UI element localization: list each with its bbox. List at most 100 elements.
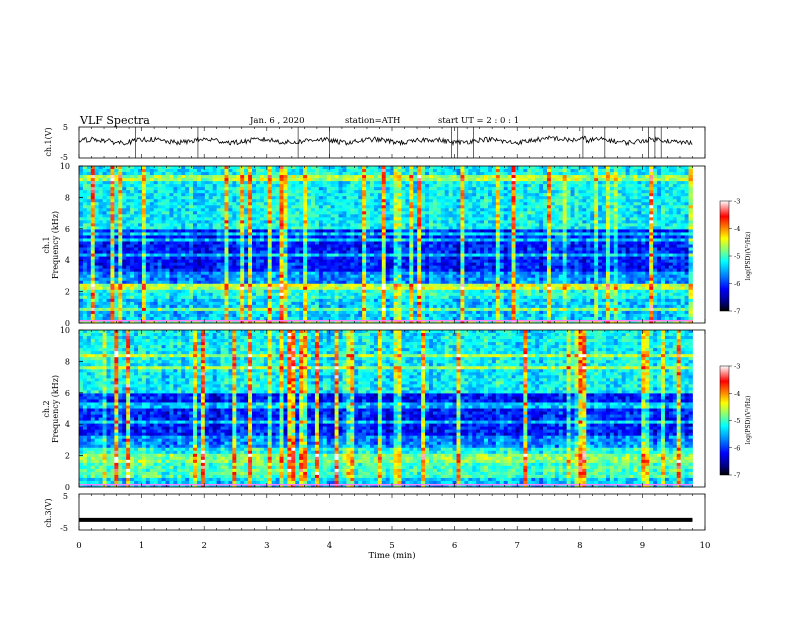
spectrogram-cell <box>405 166 409 169</box>
spectrogram-cell <box>276 287 280 290</box>
spectrogram-cell <box>264 278 268 281</box>
spectrogram-cell <box>138 202 142 205</box>
spectrogram-cell <box>362 178 366 181</box>
spectrogram-cell <box>386 308 390 311</box>
spectrogram-cell <box>189 190 193 193</box>
spectrogram-cell <box>339 211 343 214</box>
spectrogram-cell <box>413 314 417 317</box>
spectrogram-cell <box>421 314 425 317</box>
spectrogram-cell <box>346 254 350 257</box>
spectrogram-cell <box>169 311 173 314</box>
spectrogram-cell <box>228 214 232 217</box>
spectrogram-cell <box>425 269 429 272</box>
spectrogram-cell <box>256 184 260 187</box>
spectrogram-cell <box>342 235 346 238</box>
spectrogram-cell <box>346 229 350 232</box>
spectrogram-cell <box>177 238 181 241</box>
spectrogram-cell <box>421 238 425 241</box>
spectrogram-cell <box>138 308 142 311</box>
spectrogram-cell <box>354 245 358 248</box>
spectrogram-cell <box>303 202 307 205</box>
spectrogram-cell <box>327 235 331 238</box>
spectrogram-cell <box>142 205 146 208</box>
spectrogram-cell <box>378 266 382 269</box>
spectrogram-cell <box>307 205 311 208</box>
spectrogram-cell <box>158 254 162 257</box>
spectrogram-cell <box>339 214 343 217</box>
spectrogram-cell <box>79 266 83 269</box>
spectrogram-cell <box>280 190 284 193</box>
spectrogram-cell <box>205 284 209 287</box>
spectrogram-cell <box>225 311 229 314</box>
spectrogram-cell <box>134 248 138 251</box>
spectrogram-cell <box>350 314 354 317</box>
spectrogram-cell <box>350 205 354 208</box>
spectrogram-cell <box>441 229 445 232</box>
spectrogram-cell <box>287 220 291 223</box>
spectrogram-cell <box>327 169 331 172</box>
spectrogram-cell <box>335 290 339 293</box>
spectrogram-cell <box>126 193 130 196</box>
spectrogram-cell <box>429 293 433 296</box>
spectrogram-cell <box>291 281 295 284</box>
spectrogram-cell <box>264 245 268 248</box>
spectrogram-cell <box>181 229 185 232</box>
spectrogram-cell <box>331 275 335 278</box>
spectrogram-cell <box>209 263 213 266</box>
spectrogram-cell <box>162 290 166 293</box>
spectrogram-cell <box>166 302 170 305</box>
spectrogram-cell <box>437 241 441 244</box>
spectrogram-cell <box>370 308 374 311</box>
spectrogram-cell <box>185 302 189 305</box>
spectrogram-cell <box>401 190 405 193</box>
spectrogram-cell <box>283 202 287 205</box>
spectrogram-cell <box>256 245 260 248</box>
spectrogram-cell <box>110 281 114 284</box>
spectrogram-cell <box>350 211 354 214</box>
spectrogram-cell <box>110 260 114 263</box>
spectrogram-cell <box>138 175 142 178</box>
spectrogram-cell <box>173 199 177 202</box>
spectrogram-cell <box>421 220 425 223</box>
spectrogram-cell <box>232 172 236 175</box>
spectrogram-cell <box>441 281 445 284</box>
spectrogram-cell <box>413 284 417 287</box>
spectrogram-cell <box>409 235 413 238</box>
spectrogram-cell <box>280 278 284 281</box>
spectrogram-cell <box>409 278 413 281</box>
spectrogram-cell <box>449 193 453 196</box>
spectrogram-cell <box>362 232 366 235</box>
spectrogram-cell <box>429 290 433 293</box>
spectrogram-cell <box>433 251 437 254</box>
spectrogram-cell <box>103 257 107 260</box>
spectrogram-cell <box>244 287 248 290</box>
spectrogram-cell <box>150 187 154 190</box>
spectrogram-cell <box>390 281 394 284</box>
spectrogram-cell <box>425 251 429 254</box>
spectrogram-cell <box>256 311 260 314</box>
spectrogram-cell <box>87 187 91 190</box>
spectrogram-cell <box>142 311 146 314</box>
spectrogram-cell <box>162 293 166 296</box>
spectrogram-cell <box>295 235 299 238</box>
spectrogram-cell <box>283 308 287 311</box>
spectrogram-cell <box>323 184 327 187</box>
spectrogram-cell <box>99 317 103 320</box>
spectrogram-cell <box>221 302 225 305</box>
spectrogram-cell <box>342 302 346 305</box>
spectrogram-cell <box>386 284 390 287</box>
spectrogram-cell <box>185 305 189 308</box>
spectrogram-cell <box>413 229 417 232</box>
spectrogram-cell <box>95 178 99 181</box>
spectrogram-cell <box>87 229 91 232</box>
spectrogram-cell <box>138 229 142 232</box>
spectrogram-cell <box>339 260 343 263</box>
spectrogram-cell <box>378 251 382 254</box>
spectrogram-cell <box>394 284 398 287</box>
spectrogram-cell <box>197 205 201 208</box>
spectrogram-cell <box>217 284 221 287</box>
spectrogram-cell <box>405 293 409 296</box>
spectrogram-cell <box>303 302 307 305</box>
spectrogram-cell <box>354 196 358 199</box>
spectrogram-cell <box>331 220 335 223</box>
